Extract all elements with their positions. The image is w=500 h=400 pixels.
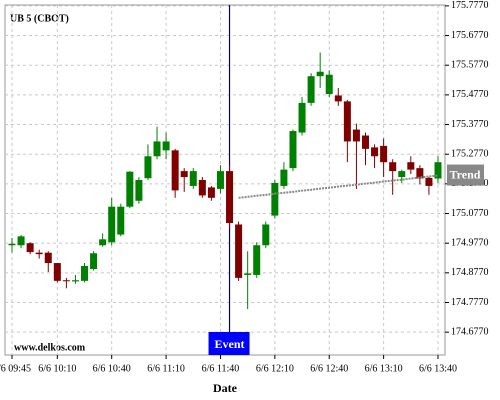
y-tick-label: 175.4770 — [451, 89, 489, 100]
x-tick-label: 6/6 12:10 — [256, 363, 294, 374]
candle-body — [180, 171, 188, 178]
candle-body — [81, 266, 89, 281]
x-tick-label: 6/6 10:40 — [93, 363, 131, 374]
candle-body — [434, 162, 442, 179]
candle-body — [207, 187, 215, 198]
candle-body — [325, 74, 333, 94]
candle-body — [316, 71, 324, 77]
candle-body — [53, 263, 61, 281]
y-tick-label: 175.5770 — [451, 60, 489, 71]
candle-body — [62, 280, 70, 282]
candle-body — [189, 171, 197, 186]
candle-body — [407, 162, 415, 170]
event-label: Event — [215, 337, 245, 351]
event-box — [208, 332, 250, 355]
candle-body — [135, 180, 143, 201]
candle-body — [361, 135, 369, 149]
y-tick-label: 175.7770 — [451, 0, 489, 11]
candle-body — [298, 102, 306, 133]
candle-body — [26, 243, 34, 253]
y-tick-label: 174.8770 — [451, 267, 489, 278]
candle-body — [389, 162, 397, 172]
candle-body — [126, 171, 134, 207]
candle-body — [280, 169, 288, 186]
candle-body — [17, 236, 25, 246]
y-tick-label: 175.2770 — [451, 148, 489, 159]
candle-body — [198, 180, 206, 196]
candle-body — [153, 141, 161, 157]
candle-body — [35, 252, 43, 255]
candle-body — [44, 252, 52, 264]
trend-label: Trend — [450, 167, 481, 181]
x-tick-label: 6/6 09:45 — [0, 363, 31, 374]
watermark: www.delkos.com — [14, 342, 86, 353]
candle-body — [343, 101, 351, 142]
candle-body — [289, 131, 297, 169]
y-tick-label: 174.9770 — [451, 237, 489, 248]
candle-body — [253, 245, 261, 275]
x-tick-label: 6/6 12:40 — [310, 363, 348, 374]
candle-body — [416, 168, 424, 179]
y-tick-label: 175.3770 — [451, 119, 489, 130]
x-tick-label: 6/6 10:10 — [38, 363, 76, 374]
candle-body — [425, 177, 433, 186]
y-tick-label: 174.7770 — [451, 297, 489, 308]
x-tick-label: 6/6 13:40 — [419, 363, 457, 374]
x-tick-label: 6/6 13:10 — [365, 363, 403, 374]
candle-body — [108, 206, 116, 243]
x-axis-label: Date — [213, 381, 238, 395]
candle-body — [271, 182, 279, 216]
trend-label-box — [447, 164, 484, 186]
candle-body — [235, 224, 243, 278]
candle-body — [216, 171, 224, 189]
candle-body — [171, 150, 179, 191]
y-tick-label: 175.6770 — [451, 30, 489, 41]
candle-body — [398, 171, 406, 178]
y-tick-label: 175.0770 — [451, 208, 489, 219]
candle-body — [117, 206, 125, 235]
candle-body — [262, 224, 270, 246]
candle-body — [162, 141, 170, 151]
candle-body — [144, 156, 152, 179]
candle-body — [90, 253, 98, 269]
x-tick-label: 6/6 11:40 — [202, 363, 240, 374]
trend-line — [238, 174, 439, 199]
candle-body — [352, 129, 360, 142]
candle-body — [334, 95, 342, 102]
candle-body — [71, 280, 79, 282]
x-tick-label: 6/6 11:10 — [147, 363, 185, 374]
candle-body — [307, 76, 315, 103]
y-tick-label: 174.6770 — [451, 326, 489, 337]
candle-body — [8, 243, 16, 246]
candle-body — [99, 239, 107, 246]
candle-body — [380, 145, 388, 163]
candle-body — [244, 273, 252, 275]
plot-area — [4, 4, 446, 356]
candle-body — [226, 171, 234, 224]
candle-body — [371, 147, 379, 157]
chart-title: UB 5 (CBOT) — [10, 13, 69, 24]
